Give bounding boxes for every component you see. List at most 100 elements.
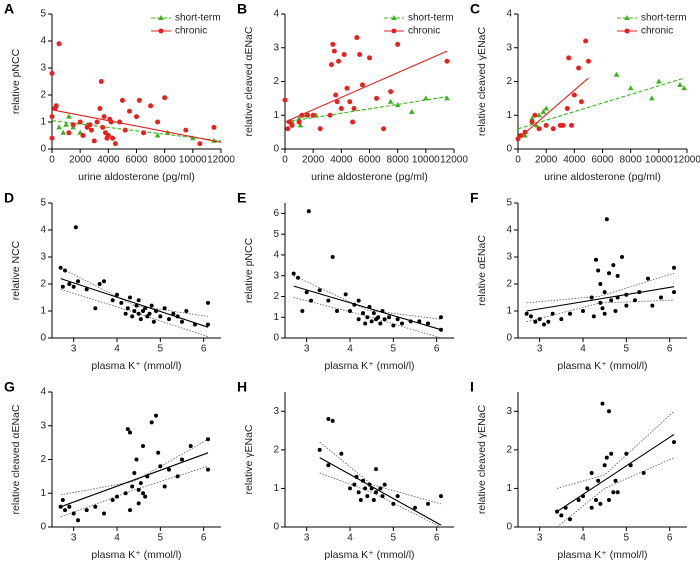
panel-letter: C xyxy=(470,1,480,17)
point xyxy=(162,95,168,101)
x-tick-label: 3 xyxy=(537,533,543,544)
point xyxy=(378,321,383,326)
point xyxy=(518,133,524,138)
point xyxy=(604,217,609,222)
point xyxy=(63,268,67,273)
point xyxy=(110,298,115,303)
point xyxy=(154,413,158,418)
point xyxy=(167,467,171,472)
point xyxy=(206,322,210,327)
legend-marker xyxy=(158,28,164,34)
point xyxy=(60,129,67,135)
point xyxy=(60,498,65,502)
y-axis-label: relative pNCC xyxy=(243,237,255,303)
x-tick-label: 4 xyxy=(347,533,353,544)
point xyxy=(589,295,594,300)
point xyxy=(354,474,359,479)
point xyxy=(125,306,130,311)
y-tick-label: 2 xyxy=(273,76,279,87)
x-tick-label: 8000 xyxy=(387,155,410,166)
legend-marker xyxy=(158,15,164,20)
x-tick-label: 4 xyxy=(580,344,586,355)
point xyxy=(559,317,564,322)
point xyxy=(533,122,540,128)
point xyxy=(609,451,614,456)
y-axis-label: relative cleaved αENaC xyxy=(243,26,255,136)
point xyxy=(193,322,197,327)
point xyxy=(317,288,322,293)
y-tick-label: 3 xyxy=(40,420,46,431)
x-tick-label: 3 xyxy=(537,344,543,355)
point xyxy=(391,323,396,328)
point xyxy=(123,311,128,316)
point xyxy=(365,494,370,499)
y-tick-label: 2 xyxy=(506,444,512,455)
point xyxy=(357,52,363,57)
point xyxy=(305,112,311,118)
point xyxy=(101,114,107,120)
ci-lower xyxy=(319,472,442,528)
x-tick-label: 12000 xyxy=(440,155,468,166)
point xyxy=(125,427,130,432)
point xyxy=(310,112,316,118)
point xyxy=(84,508,89,513)
point xyxy=(627,85,634,91)
x-tick-label: 4 xyxy=(114,344,120,355)
x-tick-label: 5 xyxy=(391,533,397,544)
point xyxy=(334,99,340,105)
legend-label: short-term xyxy=(175,13,221,24)
fit-line xyxy=(517,77,589,140)
point xyxy=(351,106,357,111)
point xyxy=(677,81,683,87)
point xyxy=(408,319,413,324)
y-tick-label: 4 xyxy=(506,9,512,20)
point xyxy=(128,508,132,513)
point xyxy=(543,105,549,111)
point xyxy=(367,482,372,487)
point xyxy=(615,273,620,278)
point xyxy=(88,127,94,133)
point xyxy=(395,41,401,47)
point xyxy=(598,501,603,506)
point xyxy=(576,498,581,502)
panel-letter: E xyxy=(237,190,246,206)
y-tick-label: 3 xyxy=(506,42,512,53)
point xyxy=(555,509,559,514)
point xyxy=(66,130,72,136)
point xyxy=(344,85,350,91)
point xyxy=(149,420,154,425)
y-axis-label: relative γENaC xyxy=(243,424,255,494)
point xyxy=(395,494,400,499)
point xyxy=(352,482,357,487)
point xyxy=(285,126,291,132)
point xyxy=(569,122,575,128)
point xyxy=(63,508,67,513)
point xyxy=(309,298,313,303)
point xyxy=(594,257,598,262)
point xyxy=(568,311,572,316)
point xyxy=(559,513,564,518)
point xyxy=(286,119,292,125)
point xyxy=(206,467,210,472)
point xyxy=(568,517,572,522)
point xyxy=(49,70,55,76)
point xyxy=(71,511,76,516)
x-tick-label: 4000 xyxy=(330,155,353,166)
point xyxy=(317,447,322,452)
point xyxy=(596,478,601,483)
point xyxy=(335,309,339,313)
point xyxy=(426,501,430,506)
y-tick-label: 0 xyxy=(273,333,279,344)
ci-upper xyxy=(319,441,442,505)
point xyxy=(299,112,305,118)
point xyxy=(326,298,331,303)
point xyxy=(585,486,590,491)
point xyxy=(102,511,106,516)
point xyxy=(122,127,128,133)
point xyxy=(282,97,288,103)
point xyxy=(84,287,89,292)
